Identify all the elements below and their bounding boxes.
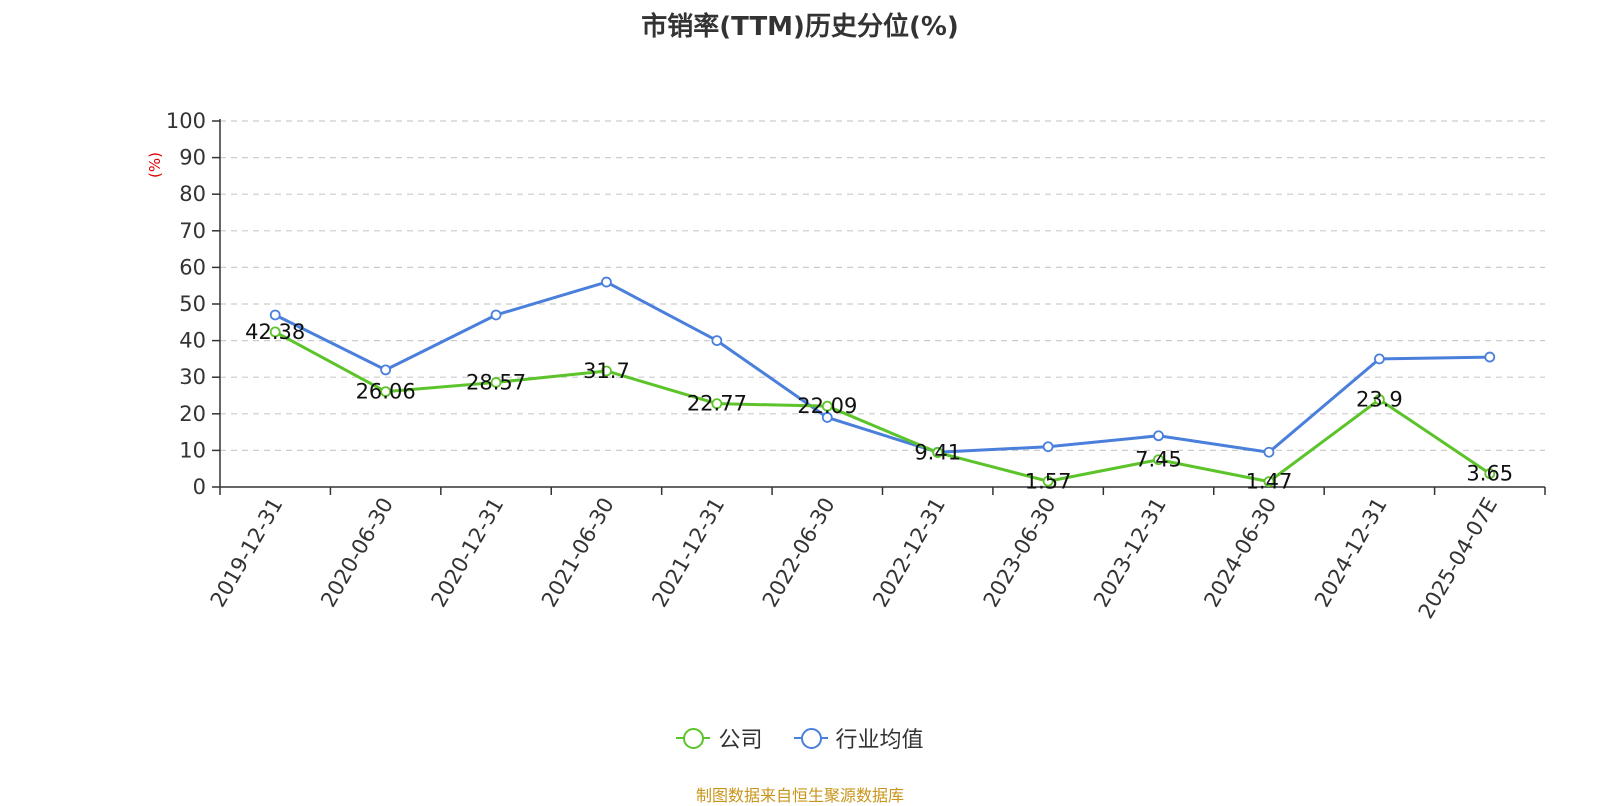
data-label-0-0: 42.38 bbox=[245, 320, 305, 344]
y-tick-label-50: 50 bbox=[179, 292, 206, 316]
legend-label-industry-average: 行业均值 bbox=[835, 728, 924, 753]
y-tick-label-90: 90 bbox=[179, 146, 206, 170]
data-point-0-0 bbox=[269, 326, 281, 338]
y-tick-label-60: 60 bbox=[179, 255, 206, 279]
data-point-1-2 bbox=[490, 309, 502, 321]
data-point-0-10 bbox=[1373, 394, 1385, 405]
y-tick-label-100: 100 bbox=[166, 109, 206, 133]
data-point-1-0 bbox=[269, 309, 281, 321]
data-point-1-9 bbox=[1263, 446, 1275, 458]
data-point-0-5 bbox=[821, 400, 833, 412]
axes bbox=[212, 119, 1546, 495]
data-label-0-2: 28.57 bbox=[466, 370, 526, 394]
data-point-1-11 bbox=[1484, 351, 1496, 363]
chart-title: 市销率(TTM)历史分位(%) bbox=[641, 12, 959, 42]
x-tick-label-2023-06-30: 2023-06-30 bbox=[979, 494, 1061, 612]
data-point-0-11 bbox=[1484, 468, 1496, 480]
x-tick-label-2021-12-31: 2021-12-31 bbox=[647, 494, 729, 612]
data-point-1-3 bbox=[601, 276, 612, 288]
data-label-0-9: 1.47 bbox=[1246, 470, 1293, 494]
data-label-0-6: 9.41 bbox=[914, 441, 961, 465]
y-tick-label-20: 20 bbox=[179, 402, 206, 426]
data-label-0-10: 23.9 bbox=[1356, 388, 1403, 412]
x-tick-label-2025-04-07E: 2025-04-07E bbox=[1414, 494, 1502, 623]
y-tick-label-80: 80 bbox=[179, 182, 206, 206]
x-tick-label-2022-06-30: 2022-06-30 bbox=[758, 494, 840, 612]
data-point-1-7 bbox=[1042, 441, 1054, 453]
y-tick-label-40: 40 bbox=[179, 329, 206, 353]
x-tick-label-2023-12-31: 2023-12-31 bbox=[1089, 494, 1171, 612]
y-tick-label-30: 30 bbox=[179, 365, 206, 389]
data-label-0-3: 31.7 bbox=[583, 359, 630, 383]
data-point-1-8 bbox=[1153, 430, 1164, 442]
series-lines bbox=[269, 276, 1496, 488]
legend-item-industry-average[interactable]: 行业均值 bbox=[793, 722, 924, 754]
x-tick-label-2019-12-31: 2019-12-31 bbox=[206, 494, 288, 612]
y-tick-label-70: 70 bbox=[179, 219, 206, 243]
data-label-0-7: 1.57 bbox=[1025, 469, 1072, 493]
series-line-1 bbox=[274, 280, 1490, 454]
data-point-0-9 bbox=[1263, 476, 1275, 488]
data-point-0-1 bbox=[380, 386, 392, 398]
data-point-1-5 bbox=[821, 412, 833, 423]
series-line-0 bbox=[274, 330, 1491, 484]
y-tick-label-10: 10 bbox=[179, 438, 206, 462]
data-point-0-7 bbox=[1042, 475, 1054, 487]
data-point-0-8 bbox=[1153, 454, 1164, 466]
data-point-0-3 bbox=[601, 365, 612, 377]
data-point-1-10 bbox=[1373, 353, 1385, 365]
data-point-1-1 bbox=[380, 364, 392, 376]
data-label-0-11: 3.65 bbox=[1466, 462, 1513, 486]
data-labels: 42.38 26.06 28.57 31.7 22.77 22.09 9.41 1.57 7.4… bbox=[245, 320, 1513, 494]
legend-label-company: 公司 bbox=[718, 728, 763, 753]
x-tick-label-2020-06-30: 2020-06-30 bbox=[316, 494, 398, 612]
line-chart: 0 10 20 30 40 50 60 70 80 90 100 2019-12-31 2020-06… bbox=[166, 109, 1546, 623]
data-source-note: 制图数据来自恒生聚源数据库 bbox=[695, 786, 904, 805]
x-tick-label-2020-12-31: 2020-12-31 bbox=[427, 493, 509, 611]
x-tick-label-2024-12-31: 2024-12-31 bbox=[1310, 494, 1392, 612]
x-tick-label-2021-06-30: 2021-06-30 bbox=[537, 494, 619, 612]
legend-item-company[interactable]: 公司 bbox=[676, 722, 763, 754]
y-tick-label-0: 0 bbox=[193, 475, 206, 499]
grid-lines bbox=[220, 120, 1545, 451]
legend-swatch-industry-average bbox=[793, 728, 828, 749]
x-tick-labels: 2019-12-31 2020-06-30 2020-12-31 2021-06-30… bbox=[206, 493, 1502, 622]
x-tick-label-2024-06-30: 2024-06-30 bbox=[1199, 494, 1281, 612]
legend: 公司 行业均值 bbox=[0, 722, 1600, 754]
data-label-0-4: 22.77 bbox=[687, 392, 747, 416]
data-label-0-5: 22.09 bbox=[797, 394, 857, 418]
data-label-0-1: 26.06 bbox=[356, 380, 416, 404]
legend-swatch-company bbox=[676, 728, 711, 749]
data-point-0-4 bbox=[711, 398, 723, 410]
data-label-0-8: 7.45 bbox=[1135, 448, 1182, 472]
x-tick-label-2022-12-31: 2022-12-31 bbox=[868, 493, 950, 611]
data-point-0-2 bbox=[490, 377, 502, 388]
y-tick-labels: 0 10 20 30 40 50 60 70 80 90 100 bbox=[166, 109, 206, 499]
data-point-0-6 bbox=[932, 447, 944, 458]
data-point-1-4 bbox=[711, 335, 723, 347]
